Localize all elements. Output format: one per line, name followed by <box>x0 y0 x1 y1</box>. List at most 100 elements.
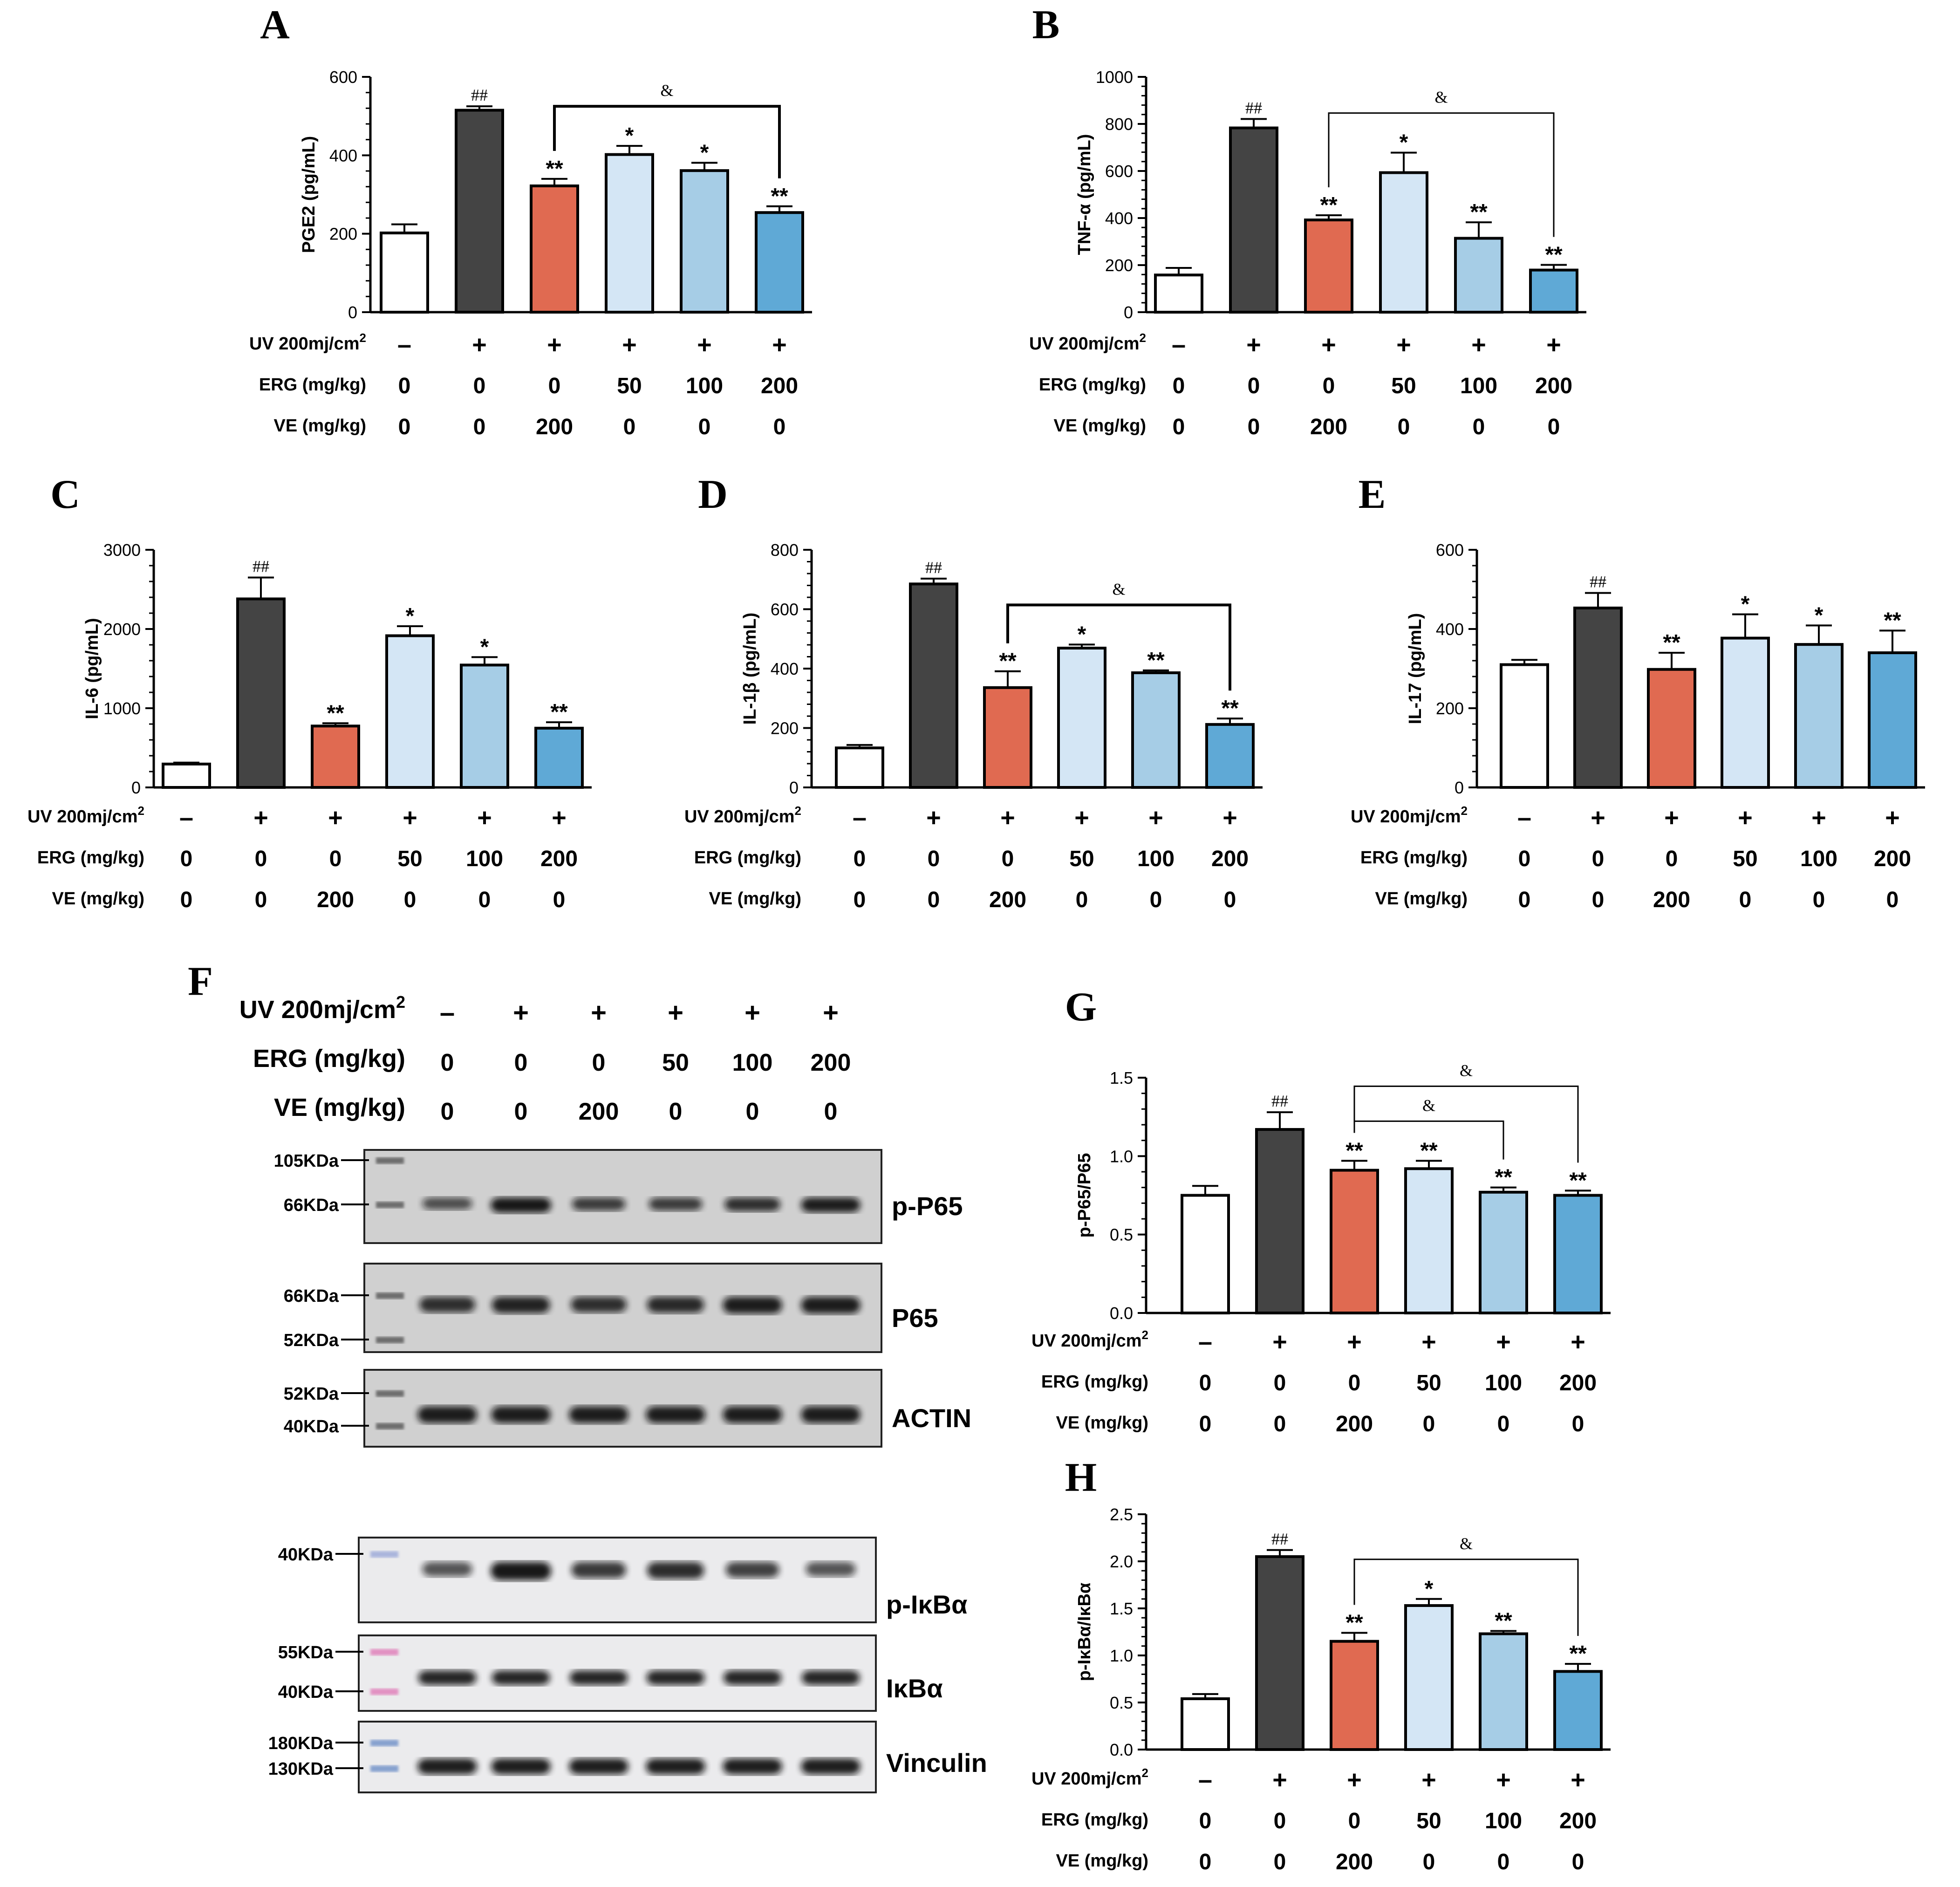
marker-label: 66KDa <box>284 1286 339 1306</box>
group-value-erg: 200 <box>1535 374 1572 398</box>
protein-band <box>492 1670 550 1685</box>
y-axis-label: TNF-α (pg/mL) <box>1075 134 1094 255</box>
group-value-erg: 100 <box>1137 847 1175 871</box>
group-value-ve: 0 <box>773 415 786 439</box>
y-tick-label: 400 <box>329 146 357 165</box>
significance-hash: ## <box>1271 1530 1288 1548</box>
bar <box>1255 1555 1304 1751</box>
protein-band <box>723 1406 782 1423</box>
group-value-ve: 0 <box>1423 1412 1435 1436</box>
bar <box>1529 268 1578 314</box>
y-tick-label: 2000 <box>103 620 141 639</box>
bar <box>1553 1194 1603 1314</box>
significance-star: ** <box>1320 193 1338 218</box>
group-value-ve: 0 <box>623 415 636 439</box>
group-value-uv: + <box>1148 804 1163 832</box>
protein-band <box>491 1197 551 1213</box>
blot-group-value: 0 <box>824 1098 838 1125</box>
group-value-uv: – <box>853 804 867 832</box>
protein-band <box>647 1562 704 1579</box>
bar <box>460 663 509 789</box>
bar <box>909 582 958 789</box>
significance-star: ** <box>1221 696 1239 721</box>
group-value-erg: 200 <box>1211 847 1249 871</box>
row-label-ve: VE (mg/kg) <box>274 416 366 436</box>
group-value-ve: 0 <box>473 415 486 439</box>
blot-row-label-superscript: 2 <box>396 992 405 1012</box>
row-label-ve: VE (mg/kg) <box>52 889 144 909</box>
row-label-ve: VE (mg/kg) <box>1056 1413 1148 1433</box>
comparison-bracket <box>1006 603 1231 691</box>
group-value-ve: 0 <box>1473 415 1485 439</box>
y-tick-label: 800 <box>1105 115 1133 134</box>
significance-star: ** <box>1495 1608 1512 1633</box>
y-axis-label: p-IκBα/IκBα <box>1075 1583 1094 1682</box>
group-value-ve: 0 <box>1274 1412 1286 1436</box>
protein-band <box>491 1406 551 1423</box>
panel-letter: F <box>188 959 213 1004</box>
group-value-uv: + <box>403 804 417 832</box>
blot-name: Vinculin <box>886 1748 987 1778</box>
ladder-band <box>370 1765 398 1772</box>
group-value-uv: + <box>622 331 637 359</box>
protein-band <box>572 1197 626 1211</box>
significance-star: * <box>1400 130 1408 155</box>
y-tick-label: 2.0 <box>1110 1552 1133 1571</box>
panel-letter: E <box>1359 472 1386 517</box>
blot-group-value: 0 <box>514 1049 528 1076</box>
bar <box>1647 668 1696 789</box>
y-tick-label: 0.5 <box>1110 1225 1133 1244</box>
blot-membrane <box>358 1537 877 1623</box>
group-value-erg: 50 <box>397 847 422 871</box>
row-label-erg: ERG (mg/kg) <box>694 848 801 868</box>
significance-hash: ## <box>253 557 269 576</box>
y-axis-label: IL-17 (pg/mL) <box>1406 613 1425 725</box>
group-value-ve: 0 <box>255 888 267 912</box>
group-value-ve: 0 <box>1572 1412 1584 1436</box>
group-value-erg: 0 <box>1323 374 1335 398</box>
group-value-uv: – <box>397 331 411 359</box>
significance-hash: ## <box>1590 573 1606 591</box>
group-value-ve: 0 <box>1497 1850 1510 1874</box>
panel-letter: H <box>1065 1455 1097 1500</box>
protein-band <box>418 1670 477 1685</box>
group-value-uv: + <box>1496 1328 1511 1356</box>
group-value-uv: + <box>1222 804 1237 832</box>
significance-star: * <box>406 604 415 629</box>
bar <box>1794 643 1844 789</box>
marker-label: 40KDa <box>278 1682 334 1702</box>
bar <box>1479 1632 1528 1751</box>
protein-band <box>646 1758 705 1775</box>
y-tick-label: 0.5 <box>1110 1693 1133 1712</box>
marker-label: 105KDa <box>274 1151 339 1171</box>
bar <box>1479 1190 1528 1314</box>
y-tick-label: 0.0 <box>1110 1740 1133 1759</box>
group-value-erg: 0 <box>1592 847 1605 871</box>
row-label-erg: ERG (mg/kg) <box>1360 848 1468 868</box>
significance-hash: ## <box>1245 98 1262 117</box>
protein-band <box>571 1297 627 1313</box>
blot-group-value: 200 <box>811 1049 851 1076</box>
marker-label: 130KDa <box>268 1759 334 1779</box>
significance-star: ** <box>1420 1138 1438 1163</box>
group-value-uv: + <box>1272 1328 1287 1356</box>
blot-group-value: 0 <box>441 1049 454 1076</box>
group-value-ve: 0 <box>1173 415 1185 439</box>
group-value-ve: 200 <box>989 888 1026 912</box>
bar <box>1553 1670 1603 1751</box>
marker-label: 66KDa <box>284 1196 339 1215</box>
group-value-erg: 50 <box>1416 1809 1441 1833</box>
group-value-uv: + <box>477 804 492 832</box>
ladder-band <box>376 1202 404 1208</box>
group-value-ve: 0 <box>698 415 711 439</box>
y-axis-label: PGE2 (pg/mL) <box>299 136 319 253</box>
marker-label: 55KDa <box>278 1643 334 1662</box>
group-value-ve: 0 <box>1813 888 1825 912</box>
bar <box>1304 219 1353 314</box>
group-value-uv: + <box>1347 1766 1362 1794</box>
blot-group-value: + <box>744 998 760 1028</box>
blot-membrane <box>363 1149 882 1244</box>
y-tick-label: 1000 <box>103 699 141 718</box>
